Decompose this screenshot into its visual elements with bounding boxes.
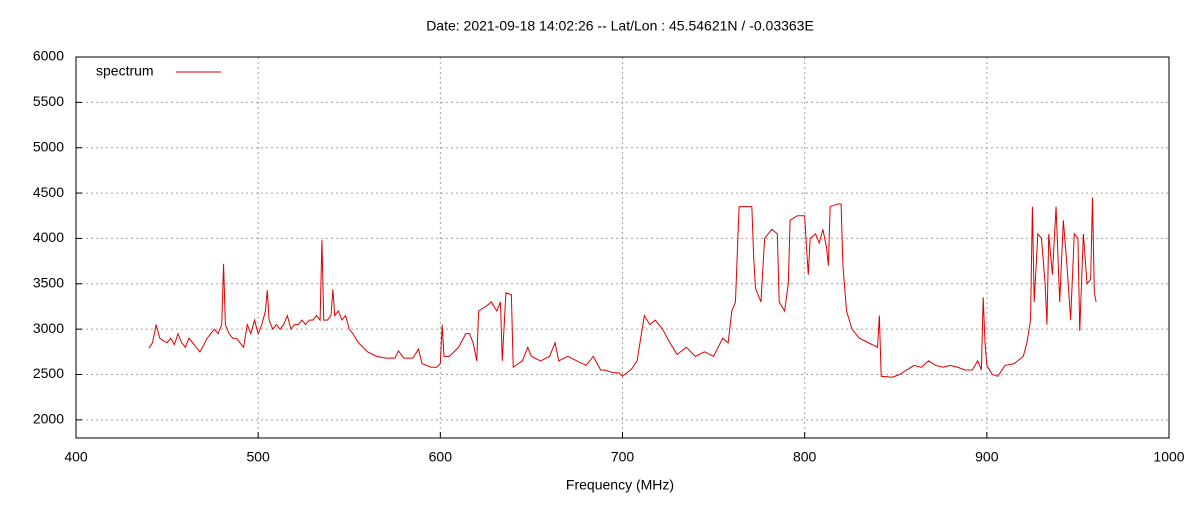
y-tick-label: 2500 [33,365,64,381]
y-tick-label: 6000 [33,48,64,64]
y-tick-label: 3500 [33,274,64,290]
x-tick-label: 900 [975,449,999,465]
x-tick-label: 600 [429,449,453,465]
plot-frame [75,56,1170,439]
y-tick-label: 5500 [33,93,64,109]
y-tick-label: 4500 [33,184,64,200]
x-tick-label: 500 [246,449,270,465]
chart-title: Date: 2021-09-18 14:02:26 -- Lat/Lon : 4… [426,18,814,34]
y-tick-label: 4000 [33,229,64,245]
legend-label: spectrum [96,63,154,79]
line-series [148,197,1097,378]
x-axis-label: Frequency (MHz) [566,477,674,493]
y-tick-label: 5000 [33,138,64,154]
x-tick-label: 1000 [1153,449,1184,465]
x-tick-label: 800 [793,449,817,465]
y-tick-label: 3000 [33,320,64,336]
x-tick-label: 400 [64,449,88,465]
x-tick-label: 700 [611,449,635,465]
y-tick-label: 2000 [33,411,64,427]
